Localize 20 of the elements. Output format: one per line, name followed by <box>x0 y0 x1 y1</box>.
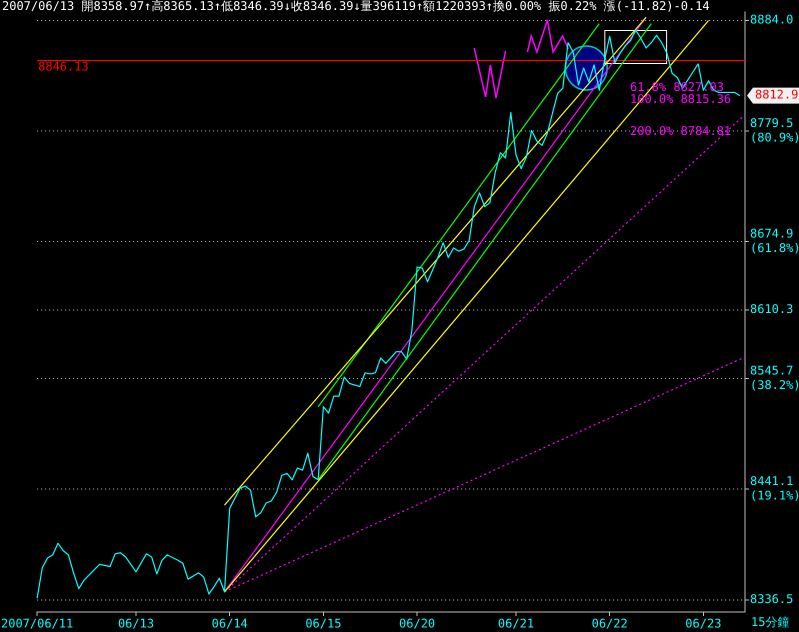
annotation: 200.0% 8784.81 <box>630 124 732 138</box>
x-tick-label: 06/13 <box>118 616 154 630</box>
x-tick-label: 06/15 <box>305 616 342 630</box>
text: 8812.9 <box>755 88 798 102</box>
y-tick-label: 8545.7 (38.2%) <box>750 363 799 392</box>
chart-title: 2007/06/13 開8358.97↑高8365.13↑低8346.39↓收8346.39↓量396119↑額1220393↑換0.00% 振0.22% 漲(-11.82)-0.14 <box>2 0 710 14</box>
x-axis-title: 15分鐘 <box>751 615 790 630</box>
y-tick-label: 8336.5 <box>750 592 794 606</box>
y-tick-label: 8441.1 (19.1%) <box>750 474 799 502</box>
x-tick-label: 2007/06/11 <box>1 616 74 630</box>
ref-line-label: 8846.13 <box>38 60 89 74</box>
x-tick-label: 06/20 <box>399 616 436 630</box>
x-tick-label: 06/23 <box>685 616 722 630</box>
x-tick-label: 06/22 <box>592 616 628 630</box>
y-tick-label: 8674.9 (61.8%) <box>750 226 799 256</box>
x-tick-label: 06/14 <box>212 616 248 630</box>
y-tick-label: 8610.3 <box>750 302 794 316</box>
y-tick-label: 8779.5 (80.9%) <box>750 116 799 144</box>
x-tick-label: 06/21 <box>498 616 534 630</box>
y-tick-label: 8884.0 <box>750 12 794 27</box>
